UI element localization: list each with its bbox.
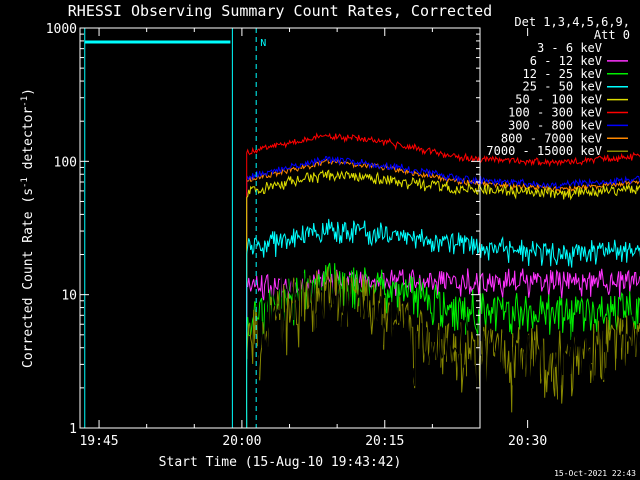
y-tick-label: 1 xyxy=(69,422,77,437)
series-line-50-100-kev xyxy=(246,169,640,428)
series-line-100-300-kev xyxy=(246,132,640,428)
x-tick-label: 19:45 xyxy=(79,434,118,449)
series-line-800-7000-kev xyxy=(246,158,640,428)
y-label-sup2: -1 xyxy=(20,96,30,107)
x-tick-label: 20:30 xyxy=(508,434,547,449)
series-line-25-50-kev xyxy=(246,218,640,428)
x-axis-label: Start Time (15-Aug-10 19:43:42) xyxy=(159,455,402,470)
y-tick-label: 10 xyxy=(61,289,77,304)
legend-item-label: 800 - 7000 keV xyxy=(501,131,602,145)
legend-item-label: 100 - 300 keV xyxy=(508,106,602,120)
y-axis-label: Corrected Count Rate (s-1 detector-1) xyxy=(20,88,36,368)
legend-item-label: 12 - 25 keV xyxy=(523,67,602,81)
timestamp: 15-Oct-2021 22:43 xyxy=(554,469,636,478)
markers-layer: N xyxy=(84,28,266,428)
plot-frame xyxy=(79,27,481,429)
night-flag-label: N xyxy=(260,38,266,49)
plot-area: N 19:4520:0020:1520:3020:4521:0021:15110… xyxy=(46,22,640,449)
y-label-sup1: -1 xyxy=(20,177,30,188)
series-line-3-6-kev xyxy=(246,268,640,428)
legend-item-label: 25 - 50 keV xyxy=(523,80,602,94)
legend-header-line1: Det 1,3,4,5,6,9, xyxy=(514,15,630,29)
y-label-main: Corrected Count Rate (s xyxy=(21,188,36,368)
legend-item-label: 6 - 12 keV xyxy=(530,54,602,68)
y-label-mid: detector xyxy=(21,107,36,178)
y-tick-label: 1000 xyxy=(46,22,77,37)
legend-item-label: 7000 - 15000 keV xyxy=(486,144,602,158)
legend-item-label: 3 - 6 keV xyxy=(537,41,602,55)
ticks-layer: 19:4520:0020:1520:3020:4521:0021:1511010… xyxy=(46,22,548,449)
x-tick-label: 20:00 xyxy=(222,434,261,449)
x-tick-label: 20:15 xyxy=(365,434,404,449)
series-line-300-800-kev xyxy=(246,156,640,428)
y-tick-label: 100 xyxy=(54,155,77,170)
series-layer xyxy=(246,132,640,428)
legend-header-line2: Att 0 xyxy=(594,28,630,42)
y-label-end: ) xyxy=(21,88,36,96)
chart-title: RHESSI Observing Summary Count Rates, Co… xyxy=(68,2,492,20)
legend-item-label: 300 - 800 keV xyxy=(508,118,602,132)
legend-item-label: 50 - 100 keV xyxy=(515,93,602,107)
